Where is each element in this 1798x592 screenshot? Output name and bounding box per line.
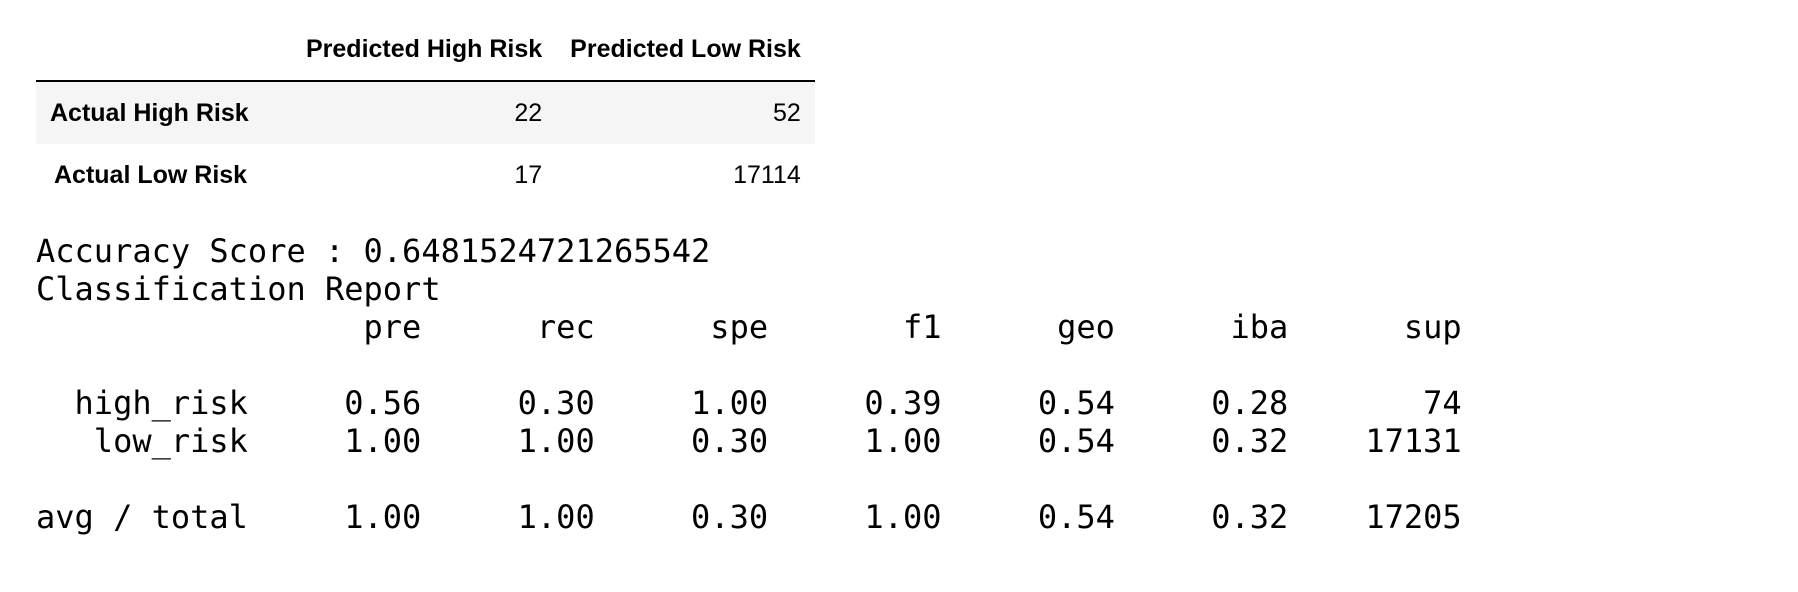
cell-actual-low-predicted-high: 17 xyxy=(514,161,543,189)
classification-output: Accuracy Score : 0.6481524721265542 Clas… xyxy=(36,232,1462,536)
report-row-avg-total: avg / total 1.00 1.00 0.30 1.00 0.54 0.3… xyxy=(36,498,1462,536)
table-row: Actual High Risk 22 52 xyxy=(36,81,815,144)
cell-actual-high-predicted-low: 52 xyxy=(772,99,801,127)
classification-report-title: Classification Report xyxy=(36,270,441,308)
accuracy-score-line: Accuracy Score : 0.6481524721265542 xyxy=(36,232,711,270)
column-header-predicted-high-risk: Predicted High Risk xyxy=(292,18,557,82)
confusion-matrix-corner-cell xyxy=(36,18,292,82)
table-row: Actual Low Risk 17 17114 xyxy=(36,144,815,206)
cell-actual-low-predicted-low: 17114 xyxy=(733,161,801,189)
row-header-actual-high-risk: Actual High Risk xyxy=(50,99,249,127)
column-header-predicted-low-risk: Predicted Low Risk xyxy=(556,18,815,82)
cell-actual-high-predicted-high: 22 xyxy=(514,99,543,127)
report-header-line: pre rec spe f1 geo iba sup xyxy=(36,308,1462,346)
report-row-low-risk: low_risk 1.00 1.00 0.30 1.00 0.54 0.32 1… xyxy=(36,422,1462,460)
report-row-high-risk: high_risk 0.56 0.30 1.00 0.39 0.54 0.28 … xyxy=(36,384,1462,422)
confusion-matrix-table: Predicted High Risk Predicted Low Risk A… xyxy=(36,18,815,206)
confusion-matrix-header-row: Predicted High Risk Predicted Low Risk xyxy=(36,18,815,82)
row-header-actual-low-risk: Actual Low Risk xyxy=(54,161,248,189)
